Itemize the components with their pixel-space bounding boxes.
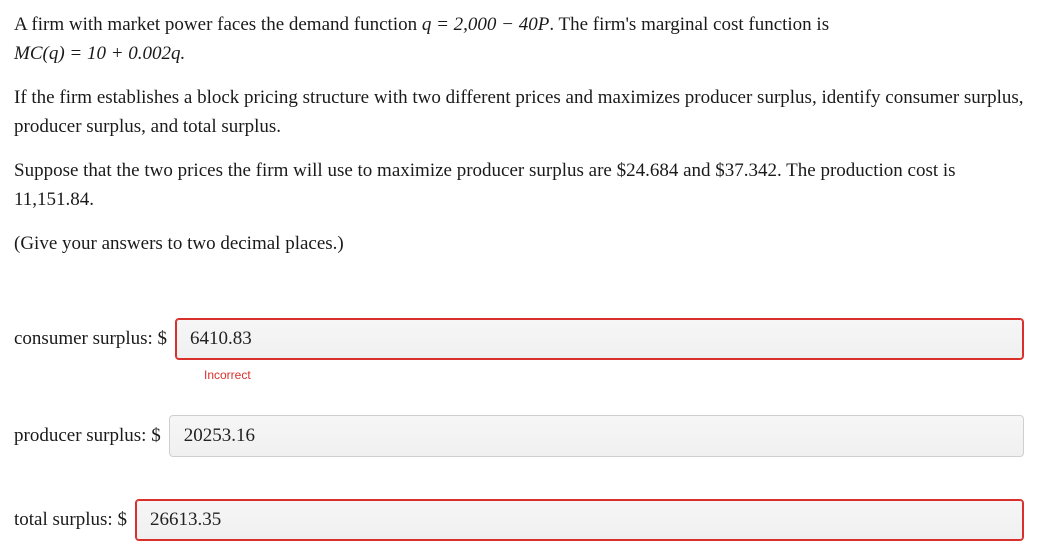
total-surplus-label: total surplus: $	[14, 505, 127, 534]
producer-surplus-row: producer surplus: $	[14, 415, 1024, 457]
problem-text-1a: A firm with market power faces the deman…	[14, 14, 422, 35]
total-surplus-row: total surplus: $	[14, 499, 1024, 541]
demand-equation: q = 2,000 − 40P	[422, 14, 550, 35]
mc-equation: MC(q) = 10 + 0.002q.	[14, 43, 185, 64]
problem-para-4: (Give your answers to two decimal places…	[14, 229, 1024, 258]
consumer-surplus-input[interactable]	[175, 318, 1024, 360]
problem-para-2: If the firm establishes a block pricing …	[14, 83, 1024, 142]
total-surplus-input[interactable]	[135, 499, 1024, 541]
consumer-surplus-label: consumer surplus: $	[14, 324, 167, 353]
consumer-surplus-row: consumer surplus: $	[14, 318, 1024, 360]
producer-surplus-label: producer surplus: $	[14, 421, 161, 450]
problem-line-1: A firm with market power faces the deman…	[14, 10, 1024, 69]
problem-para-3: Suppose that the two prices the firm wil…	[14, 156, 1024, 215]
producer-surplus-input[interactable]	[169, 415, 1024, 457]
consumer-surplus-feedback: Incorrect	[204, 366, 1024, 385]
problem-text-1b: . The firm's marginal cost function is	[549, 14, 829, 35]
